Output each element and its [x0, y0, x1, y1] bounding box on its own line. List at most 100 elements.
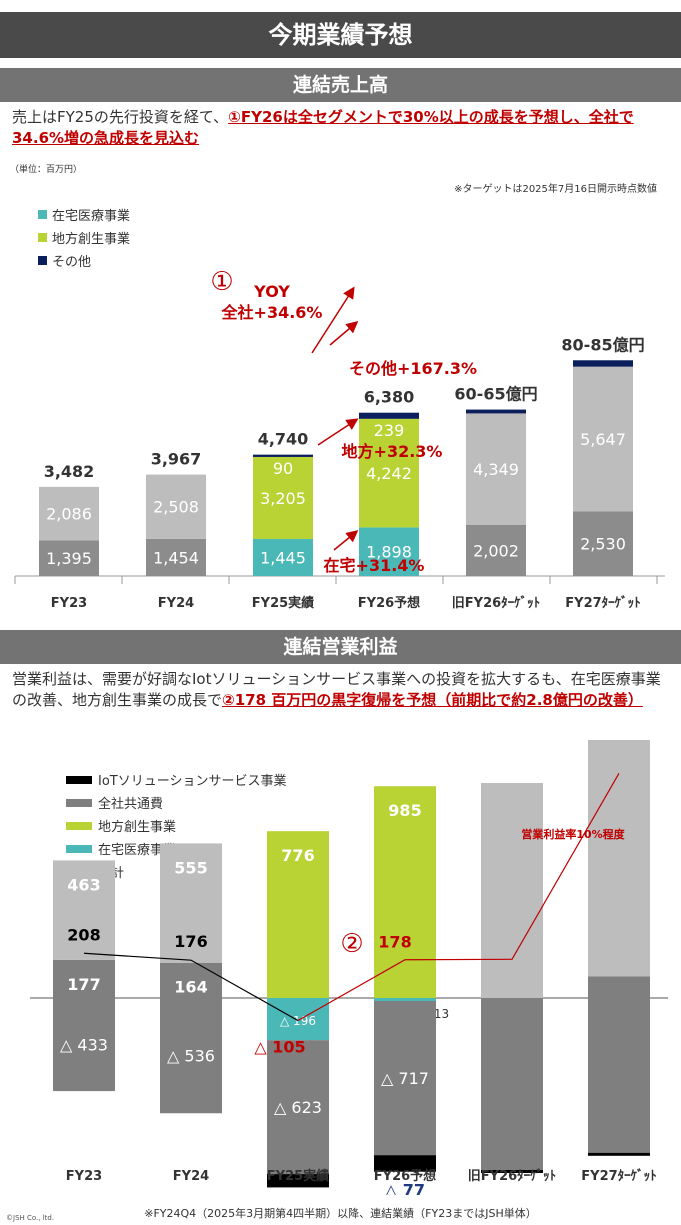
profit-bar-segment [160, 998, 222, 1114]
total-value-label: △ 105 [254, 1038, 305, 1057]
profit-bar-segment [588, 1152, 650, 1156]
unit-note: （単位：百万円） [10, 165, 83, 175]
regional-growth-label: 地方+32.3% [342, 442, 443, 461]
sales-total-label: 60-65億円 [454, 385, 537, 404]
sales-segment-label: 2,002 [473, 541, 519, 560]
legend-label: 在宅医療事業 [52, 209, 131, 224]
profit-category-label: FY27ﾀｰｹﾞｯﾄ [581, 1168, 656, 1184]
sales-summary-plain: 売上はFY25の先行投資を経て、 [12, 108, 229, 126]
legend-label: IoTソリューションサービス事業 [98, 774, 287, 789]
sales-summary-text: 売上はFY25の先行投資を経て、①FY26は全セグメントで30%以上の成長を予想… [12, 107, 672, 149]
sales-segment-label: 2,086 [46, 505, 92, 524]
profit-segment-label: △ 77 [385, 1181, 425, 1195]
legend-item-regional: 地方創生事業 [66, 814, 286, 837]
sales-bar-segment [146, 538, 206, 576]
profit-segment-label: △ 623 [274, 1098, 322, 1117]
sales-bar-segment [253, 454, 313, 457]
sales-category-label: 旧FY26ﾀｰｹﾞｯﾄ [452, 595, 540, 611]
sales-category-label: FY24 [158, 596, 194, 611]
sales-bar-segment [359, 418, 419, 528]
sales-segment-label: 4,242 [366, 464, 412, 483]
legend-swatch [66, 844, 92, 853]
sales-bar-segment [466, 524, 526, 576]
margin-note: 営業利益率10%程度 [521, 827, 625, 841]
copyright: ©JSH Co., ltd. [6, 1214, 55, 1222]
legend-swatch [66, 798, 92, 807]
profit-category-label: FY23 [66, 1169, 102, 1184]
legend-swatch [66, 775, 92, 784]
legend-swatch [38, 210, 47, 219]
sales-category-label: FY25実績 [252, 595, 314, 611]
total-line-forecast [297, 773, 620, 1022]
profit-segment-label: △ 196 [280, 1014, 316, 1028]
other-growth-label: その他+167.3% [349, 359, 477, 378]
sales-marker: ① [210, 267, 233, 297]
profit-segment-label: 463 [67, 875, 100, 894]
profit-category-label: FY24 [173, 1169, 209, 1184]
profit-segment-label: 555 [174, 858, 207, 877]
profit-bar-segment [267, 1174, 329, 1188]
profit-category-label: FY26予想 [374, 1168, 436, 1184]
growth-arrow [333, 530, 359, 551]
legend-label: 在宅医療事業 [98, 843, 177, 858]
footer-note: ※FY24Q4（2025年3月期第4四半期）以降、連結業績（FY23まではJSH… [144, 1207, 537, 1220]
profit-bar-segment [160, 962, 222, 998]
profit-bar-segment [481, 783, 543, 998]
legend-swatch [66, 821, 92, 830]
profit-bar-segment [53, 998, 115, 1092]
sales-legend: 在宅医療事業 地方創生事業 その他 [38, 203, 130, 272]
profit-bar-segment [588, 998, 650, 1153]
sales-segment-label: 90 [273, 459, 293, 478]
page-title: 今期業績予想 [0, 12, 681, 58]
profit-segment-label: 177 [67, 975, 100, 994]
sales-category-label: FY27ﾀｰｹﾞｯﾄ [565, 595, 640, 611]
sales-summary-highlight: ①FY26は全セグメントで30%以上の成長を予想し、全社で34.6%増の急成長を… [12, 108, 634, 147]
company-growth-label: 全社+34.6% [221, 303, 323, 322]
sales-bar-segment [39, 486, 99, 541]
sales-category-label: FY23 [51, 596, 87, 611]
profit-bar-segment [374, 1001, 436, 1156]
target-note: ※ターゲットは2025年7月16日開示時点数値 [454, 184, 657, 195]
sales-bar-segment [466, 409, 526, 414]
legend-swatch [38, 256, 47, 265]
profit-bar-segment [53, 860, 115, 960]
profit-bar-segment [481, 998, 543, 1170]
sales-segment-label: 1,395 [46, 549, 92, 568]
sales-total-label: 3,482 [44, 462, 95, 481]
profit-category-label: 旧FY26ﾀｰｹﾞｯﾄ [468, 1168, 556, 1184]
sales-segment-label: 2,530 [580, 535, 626, 554]
legend-item-home-medical: 在宅医療事業 [66, 837, 286, 860]
profit-category-label: FY25実績 [267, 1168, 329, 1184]
legend-item-home-medical: 在宅医療事業 [38, 203, 130, 226]
sales-category-label: FY26予想 [358, 595, 420, 611]
profit-summary-text: 営業利益は、需要が好調なIotソリューションサービス事業への投資を拡大するも、在… [12, 669, 672, 711]
profit-bar-segment [267, 1040, 329, 1175]
total-value-label: 176 [174, 932, 207, 951]
sales-segment-label: 5,647 [580, 430, 626, 449]
sales-bar-segment [573, 360, 633, 367]
sales-total-label: 3,967 [151, 450, 202, 469]
total-line-actual [83, 952, 299, 1022]
profit-bar-segment [267, 831, 329, 998]
profit-bar-segment [267, 998, 329, 1041]
sales-total-label: 80-85億円 [561, 335, 644, 354]
profit-segment-label: △ 536 [167, 1047, 215, 1066]
sales-total-label: 6,380 [364, 388, 415, 407]
legend-item-regional: 地方創生事業 [38, 226, 130, 249]
sales-bar-segment [39, 540, 99, 576]
sales-segment-label: 1,445 [260, 549, 306, 568]
sales-bar-segment [573, 366, 633, 512]
legend-label: その他 [52, 255, 92, 270]
profit-segment-label: △ 717 [381, 1069, 429, 1088]
profit-bar-segment [53, 959, 115, 998]
sales-bar-segment [146, 474, 206, 539]
growth-arrow [329, 321, 359, 346]
sales-segment-label: 2,508 [153, 498, 199, 517]
profit-segment-label: 985 [388, 801, 421, 820]
profit-bar-segment [374, 1155, 436, 1172]
profit-chart: 177 463 △ 433 FY23 164 555 △ 536 FY24 776 △ 196 △ … [30, 740, 668, 1195]
profit-bar-segment [374, 786, 436, 998]
sales-segment-label: 1,898 [366, 543, 412, 562]
section-title-sales: 連結売上高 [0, 68, 681, 102]
sales-segment-label: 4,349 [473, 460, 519, 479]
